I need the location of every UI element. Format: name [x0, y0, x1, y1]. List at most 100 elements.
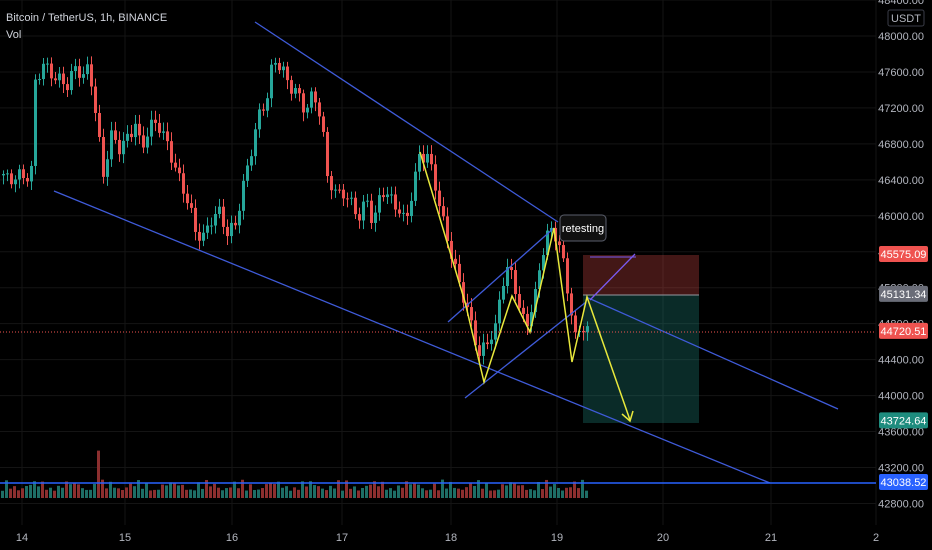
- volume-bar: [533, 490, 536, 498]
- volume-bar: [157, 489, 160, 498]
- short-position-tool[interactable]: [583, 255, 699, 423]
- candle-body: [150, 119, 153, 137]
- candle-body: [394, 194, 397, 210]
- volume-bar: [457, 488, 460, 498]
- volume-bar: [337, 480, 340, 498]
- volume-bar: [413, 483, 416, 498]
- volume-bar: [469, 483, 472, 498]
- candle-body: [254, 129, 257, 157]
- candle-body: [178, 167, 181, 174]
- callout-box[interactable]: [559, 214, 607, 242]
- candle-body: [454, 258, 457, 264]
- currency-badge-group[interactable]: USDT: [887, 9, 925, 27]
- candle-body: [50, 63, 53, 79]
- x-tick-label: 14: [16, 532, 28, 544]
- volume-bar: [197, 482, 200, 498]
- volume-bar: [445, 488, 448, 498]
- volume-bar: [545, 479, 548, 498]
- take-profit-zone[interactable]: [583, 295, 699, 423]
- drawings[interactable]: [0, 21, 876, 484]
- candle-body: [502, 286, 505, 300]
- candle-body: [530, 312, 533, 327]
- volume-bar: [89, 489, 92, 498]
- candle-body: [302, 93, 305, 113]
- y-tick-label: 48000.00: [878, 31, 924, 43]
- candle-body: [294, 88, 297, 94]
- candle-body: [54, 78, 57, 81]
- volume-bar: [493, 490, 496, 498]
- x-tick-label: 20: [657, 532, 669, 544]
- volume-bar: [205, 479, 208, 498]
- price-tag-box: [879, 474, 928, 491]
- y-tick-label: 43200.00: [878, 463, 924, 475]
- volume-bar: [37, 486, 40, 498]
- candle-body: [70, 71, 73, 91]
- volume-bar: [381, 481, 384, 498]
- symbol-title[interactable]: Bitcoin / TetherUS, 1h, BINANCE: [6, 12, 168, 24]
- stop-loss-zone[interactable]: [583, 255, 699, 295]
- candle-body: [170, 141, 173, 163]
- x-tick-label: 21: [765, 532, 777, 544]
- volume-bar: [253, 489, 256, 498]
- candle-body: [114, 130, 117, 140]
- candle-body: [278, 62, 281, 71]
- volume-bar: [69, 484, 72, 498]
- candle-body: [2, 173, 5, 176]
- candlesticks: [2, 56, 589, 365]
- price-tag-box: [879, 285, 928, 302]
- volume-bar: [101, 479, 104, 498]
- volume-bar: [289, 490, 292, 498]
- candle-body: [222, 206, 225, 227]
- candle-body: [506, 266, 509, 287]
- volume-bar: [85, 489, 88, 498]
- volume-bar: [345, 480, 348, 498]
- volume-bar: [129, 483, 132, 498]
- currency-badge[interactable]: [887, 9, 925, 27]
- volume-bar: [17, 490, 20, 498]
- candle-body: [290, 80, 293, 94]
- volume-bar: [473, 486, 476, 498]
- candle-body: [546, 230, 549, 256]
- upper-channel-line[interactable]: [254, 21, 559, 223]
- volume-bar: [161, 484, 164, 498]
- volume-bar: [369, 484, 372, 498]
- y-tick-label: 44400.00: [878, 355, 924, 367]
- x-tick-label: 16: [226, 532, 238, 544]
- projection-line[interactable]: [585, 296, 839, 410]
- volume-bar: [149, 490, 152, 498]
- volume-legend[interactable]: Vol: [6, 29, 22, 41]
- candle-body: [350, 197, 353, 199]
- candle-body: [106, 159, 109, 177]
- volume-bar: [441, 479, 444, 498]
- price-tag-label: 43724.64: [881, 415, 927, 427]
- candle-body: [438, 190, 441, 207]
- candle-body: [422, 153, 425, 163]
- candle-body: [98, 112, 101, 138]
- price-tag-label: 44720.51: [881, 326, 927, 338]
- candle-body: [146, 136, 149, 148]
- volume-bar: [165, 485, 168, 498]
- candle-body: [262, 109, 265, 111]
- volume-bar: [125, 487, 128, 498]
- candle-body: [10, 173, 13, 185]
- price-tag-box: [879, 245, 928, 262]
- lower-channel-line[interactable]: [53, 190, 771, 484]
- candle-body: [266, 98, 269, 111]
- candle-body: [202, 232, 205, 241]
- volume-bar: [321, 488, 324, 498]
- volume-bar: [241, 479, 244, 498]
- volume-bar: [453, 487, 456, 498]
- candle-body: [386, 194, 389, 198]
- volume-bar: [213, 483, 216, 498]
- volume-bar: [481, 488, 484, 498]
- y-tick-label: 47200.00: [878, 103, 924, 115]
- y-tick-label: 43600.00: [878, 427, 924, 439]
- retest-line-up[interactable]: [589, 253, 636, 301]
- volume-bar: [113, 487, 116, 498]
- volume-bar: [77, 484, 80, 498]
- annotation-callout[interactable]: retesting: [559, 214, 607, 242]
- pattern-path[interactable]: [419, 151, 631, 421]
